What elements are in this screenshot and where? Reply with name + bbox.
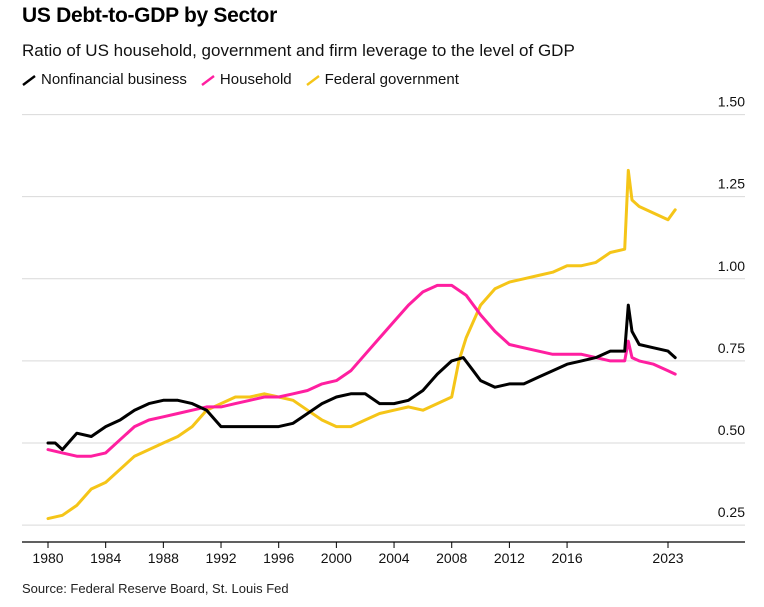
x-tick-label: 1996 bbox=[263, 550, 294, 566]
x-tick-label: 2000 bbox=[321, 550, 352, 566]
series-line-nonfinancial-business bbox=[46, 303, 677, 452]
y-tick-label: 1.25 bbox=[718, 176, 745, 192]
x-tick-label: 1988 bbox=[148, 550, 179, 566]
source-note: Source: Federal Reserve Board, St. Louis… bbox=[22, 581, 289, 596]
x-tick-label: 2012 bbox=[494, 550, 525, 566]
legend-swatch-household-icon bbox=[201, 74, 215, 86]
x-tick-label: 1980 bbox=[32, 550, 63, 566]
legend: Nonfinancial business Household Federal … bbox=[22, 71, 459, 88]
y-tick-label: 0.25 bbox=[718, 504, 745, 520]
legend-label-nonfinancial: Nonfinancial business bbox=[41, 71, 187, 88]
x-tick-label: 1992 bbox=[205, 550, 236, 566]
legend-label-household: Household bbox=[219, 71, 292, 88]
x-tick-label: 2016 bbox=[551, 550, 582, 566]
legend-item-household: Household bbox=[201, 71, 292, 88]
y-tick-label: 1.50 bbox=[718, 94, 745, 110]
legend-label-federal: Federal government bbox=[324, 71, 459, 88]
chart-subtitle: Ratio of US household, government and fi… bbox=[22, 41, 575, 60]
x-tick-label: 2023 bbox=[652, 550, 683, 566]
y-tick-label: 0.75 bbox=[718, 340, 745, 356]
legend-item-nonfinancial: Nonfinancial business bbox=[22, 71, 187, 88]
y-tick-label: 0.50 bbox=[718, 422, 745, 438]
legend-swatch-federal-icon bbox=[305, 74, 320, 86]
y-tick-label: 1.00 bbox=[718, 258, 745, 274]
series-line-household bbox=[46, 283, 677, 458]
x-tick-label: 2004 bbox=[378, 550, 409, 566]
x-tick-label: 1984 bbox=[90, 550, 121, 566]
chart-title: US Debt-to-GDP by Sector bbox=[22, 4, 277, 27]
legend-item-federal: Federal government bbox=[305, 71, 459, 88]
legend-swatch-nonfinancial-icon bbox=[22, 74, 36, 86]
series-line-federal-government bbox=[46, 168, 677, 521]
x-tick-label: 2008 bbox=[436, 550, 467, 566]
